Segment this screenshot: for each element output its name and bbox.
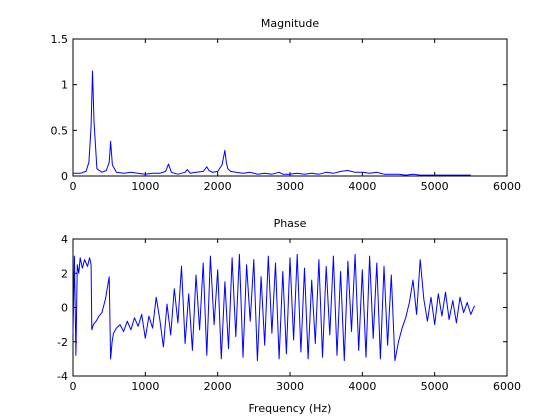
phase-x-axis-label: Frequency (Hz) bbox=[249, 402, 332, 415]
magnitude-title: Magnitude bbox=[261, 17, 320, 30]
magnitude-x-ticks: 0 1000 2000 3000 4000 5000 6000 bbox=[70, 39, 521, 193]
magnitude-y-tick-label: 0 bbox=[61, 170, 68, 183]
magnitude-axes-box bbox=[72, 38, 508, 177]
phase-x-tick-label: 1000 bbox=[131, 380, 159, 393]
phase-y-tick-label: 4 bbox=[61, 233, 68, 246]
magnitude-y-ticks: 0 0.5 1 1.5 bbox=[51, 33, 507, 183]
phase-x-tick-label: 6000 bbox=[493, 380, 521, 393]
phase-x-tick-label: 2000 bbox=[204, 380, 232, 393]
magnitude-series-group bbox=[73, 70, 471, 176]
phase-series-line bbox=[72, 253, 475, 362]
phase-series-group bbox=[72, 253, 475, 362]
phase-plot: Phase 0 1000 2000 3000 4000 5000 6000 -4-2024 … bbox=[57, 217, 521, 415]
phase-y-tick-label: 0 bbox=[61, 302, 68, 315]
magnitude-x-tick-label: 3000 bbox=[276, 180, 304, 193]
magnitude-x-tick-label: 2000 bbox=[204, 180, 232, 193]
magnitude-y-tick-label: 0.5 bbox=[51, 124, 69, 137]
magnitude-plot: Magnitude 0 1000 2000 3000 4000 5000 6000 0 0.5… bbox=[51, 17, 522, 193]
phase-x-tick-label: 0 bbox=[70, 380, 77, 393]
magnitude-x-tick-label: 1000 bbox=[131, 180, 159, 193]
magnitude-x-tick-label: 0 bbox=[70, 180, 77, 193]
phase-y-ticks: -4 -2 0 2 4 bbox=[57, 233, 507, 383]
magnitude-series-line bbox=[73, 70, 471, 176]
phase-y-tick-label: -4 bbox=[57, 370, 68, 383]
magnitude-x-tick-label: 5000 bbox=[421, 180, 449, 193]
phase-title: Phase bbox=[274, 217, 307, 230]
phase-x-tick-label: 4000 bbox=[348, 380, 376, 393]
phase-x-ticks: 0 1000 2000 3000 4000 5000 6000 bbox=[70, 239, 521, 393]
magnitude-y-tick-label: 1 bbox=[61, 79, 68, 92]
magnitude-x-tick-label: 6000 bbox=[493, 180, 521, 193]
magnitude-y-tick-label: 1.5 bbox=[51, 33, 69, 46]
phase-y-tick-label: -2 bbox=[57, 336, 68, 349]
phase-x-tick-label: 3000 bbox=[276, 380, 304, 393]
magnitude-x-tick-label: 4000 bbox=[348, 180, 376, 193]
phase-x-tick-label: 5000 bbox=[421, 380, 449, 393]
phase-y-tick-label: 2 bbox=[61, 267, 68, 280]
